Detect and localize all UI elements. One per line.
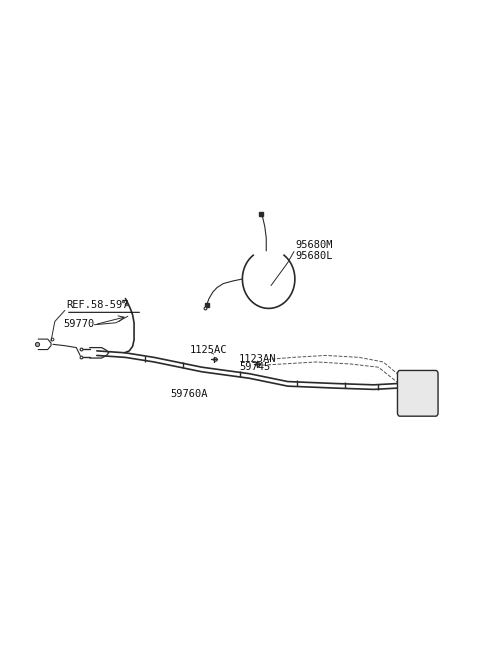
Text: 95680M: 95680M xyxy=(295,240,332,251)
Text: 1123AN: 1123AN xyxy=(239,354,276,364)
Text: 1125AC: 1125AC xyxy=(190,345,228,355)
Text: 59760A: 59760A xyxy=(171,388,208,399)
Text: REF.58-597: REF.58-597 xyxy=(66,300,128,310)
Text: 59745: 59745 xyxy=(239,363,270,373)
Text: 95680L: 95680L xyxy=(295,251,332,260)
Text: 59770: 59770 xyxy=(63,319,95,329)
FancyBboxPatch shape xyxy=(397,371,438,416)
